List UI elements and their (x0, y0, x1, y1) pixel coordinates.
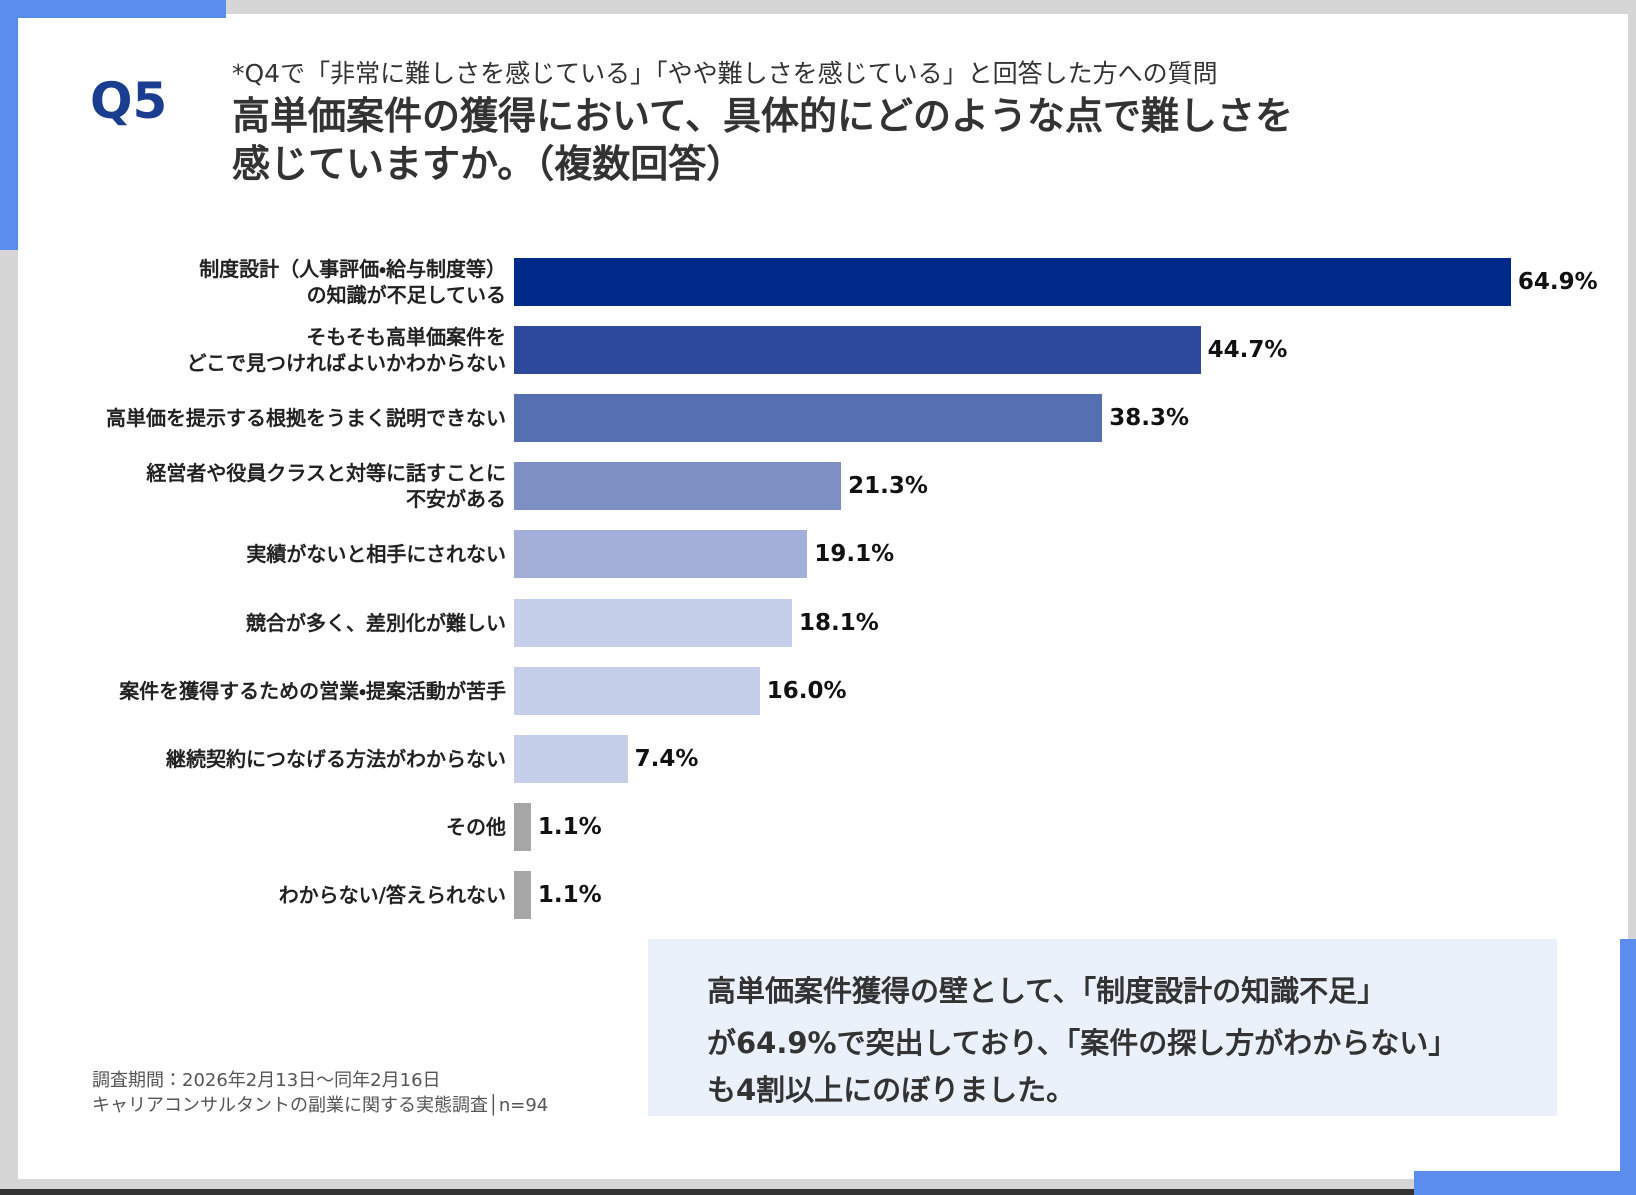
bar (514, 598, 793, 647)
accent (0, 0, 18, 250)
value-label: 16.0% (766, 677, 847, 704)
category-label: わからない/答えられない (278, 882, 506, 907)
bar (514, 530, 808, 579)
category-label: 競合が多く、差別化が難しい (246, 610, 506, 635)
value-label: 1.1% (537, 813, 602, 840)
callout-text: が64.9%で突出しており、「案件の探し方がわからない」 (707, 1026, 1458, 1060)
bar (514, 870, 531, 919)
category-label: 高単価を提示する根拠をうまく説明できない (106, 406, 506, 431)
category-label: 制度設計（人事評価・給与制度等） の知識が不足している (199, 257, 506, 307)
value-label: 21.3% (848, 473, 928, 500)
value-label: 19.1% (814, 541, 895, 568)
value-label: 64.9% (1517, 269, 1598, 295)
title: 高単価案件の獲得において、具体的にどのような点で難しさを 感じていますか。（複数… (232, 94, 1293, 186)
accent (0, 0, 226, 18)
bar (514, 734, 628, 783)
value-label: 1.1% (537, 881, 602, 908)
bar (514, 326, 1201, 375)
category-label: 案件を獲得するための営業・提案活動が苦手 (119, 678, 506, 703)
callout-box (648, 939, 1557, 1116)
bar (514, 258, 1511, 306)
callout-text: も4割以上にのぼりました。 (707, 1073, 1076, 1107)
note: *Q4で「非常に難しさを感じている」「やや難しさを感じている」と回答した方への質… (232, 59, 1218, 88)
footer-text: 調査期間：2026年2月13日～同年2月16日 (92, 1070, 441, 1091)
category-label: その他 (446, 814, 506, 839)
bar (514, 666, 760, 715)
category-label: 継続契約につなげる方法がわからない (166, 746, 506, 771)
accent (1414, 1171, 1636, 1195)
question-number: Q5 (90, 72, 168, 130)
bottom-line (0, 1189, 1414, 1195)
category-label: 実績がないと相手にされない (246, 542, 506, 567)
bar (514, 462, 842, 511)
value-label: 44.7% (1207, 337, 1288, 364)
value-label: 7.4% (634, 745, 699, 772)
bar (514, 394, 1103, 443)
accent (1620, 939, 1636, 1195)
value-label: 38.3% (1109, 405, 1190, 432)
category-label: 経営者や役員クラスと対等に話すことに 不安がある (146, 461, 506, 512)
category-label: そもそも高単価案件を どこで見つければよいかわからない (186, 325, 506, 376)
value-label: 18.1% (799, 609, 879, 636)
footer-text: キャリアコンサルタントの副業に関する実態調査│n=94 (92, 1095, 549, 1116)
callout-text: 高単価案件獲得の壁として、「制度設計の知識不足」 (707, 974, 1387, 1008)
bar (514, 802, 531, 851)
